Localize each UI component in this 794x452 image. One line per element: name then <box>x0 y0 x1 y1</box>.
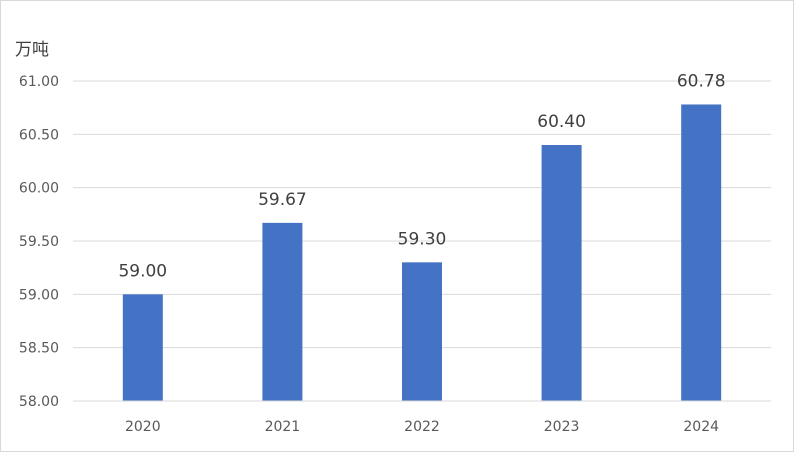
y-tick-label: 60.50 <box>19 127 59 143</box>
y-tick-label: 60.00 <box>19 181 59 197</box>
y-tick-label: 58.00 <box>19 394 59 410</box>
y-tick-label: 59.50 <box>19 234 59 250</box>
bar <box>541 145 582 401</box>
bar <box>262 222 303 401</box>
y-tick-label: 61.00 <box>19 74 59 90</box>
y-tick-label: 58.50 <box>19 341 59 357</box>
x-tick-label: 2020 <box>125 419 161 435</box>
bar <box>402 262 442 401</box>
y-axis-unit-label: 万吨 <box>15 40 49 60</box>
x-tick-label: 2023 <box>544 419 580 435</box>
bar <box>122 294 163 401</box>
y-tick-label: 59.00 <box>19 287 59 303</box>
x-tick-label: 2021 <box>265 419 301 435</box>
data-label: 59.30 <box>398 229 447 249</box>
bar <box>681 104 722 401</box>
x-tick-label: 2024 <box>683 419 719 435</box>
data-label: 60.40 <box>537 112 586 132</box>
data-label: 60.78 <box>677 71 726 91</box>
x-tick-label: 2022 <box>404 419 440 435</box>
data-label: 59.00 <box>118 261 167 281</box>
data-label: 59.67 <box>258 190 307 210</box>
